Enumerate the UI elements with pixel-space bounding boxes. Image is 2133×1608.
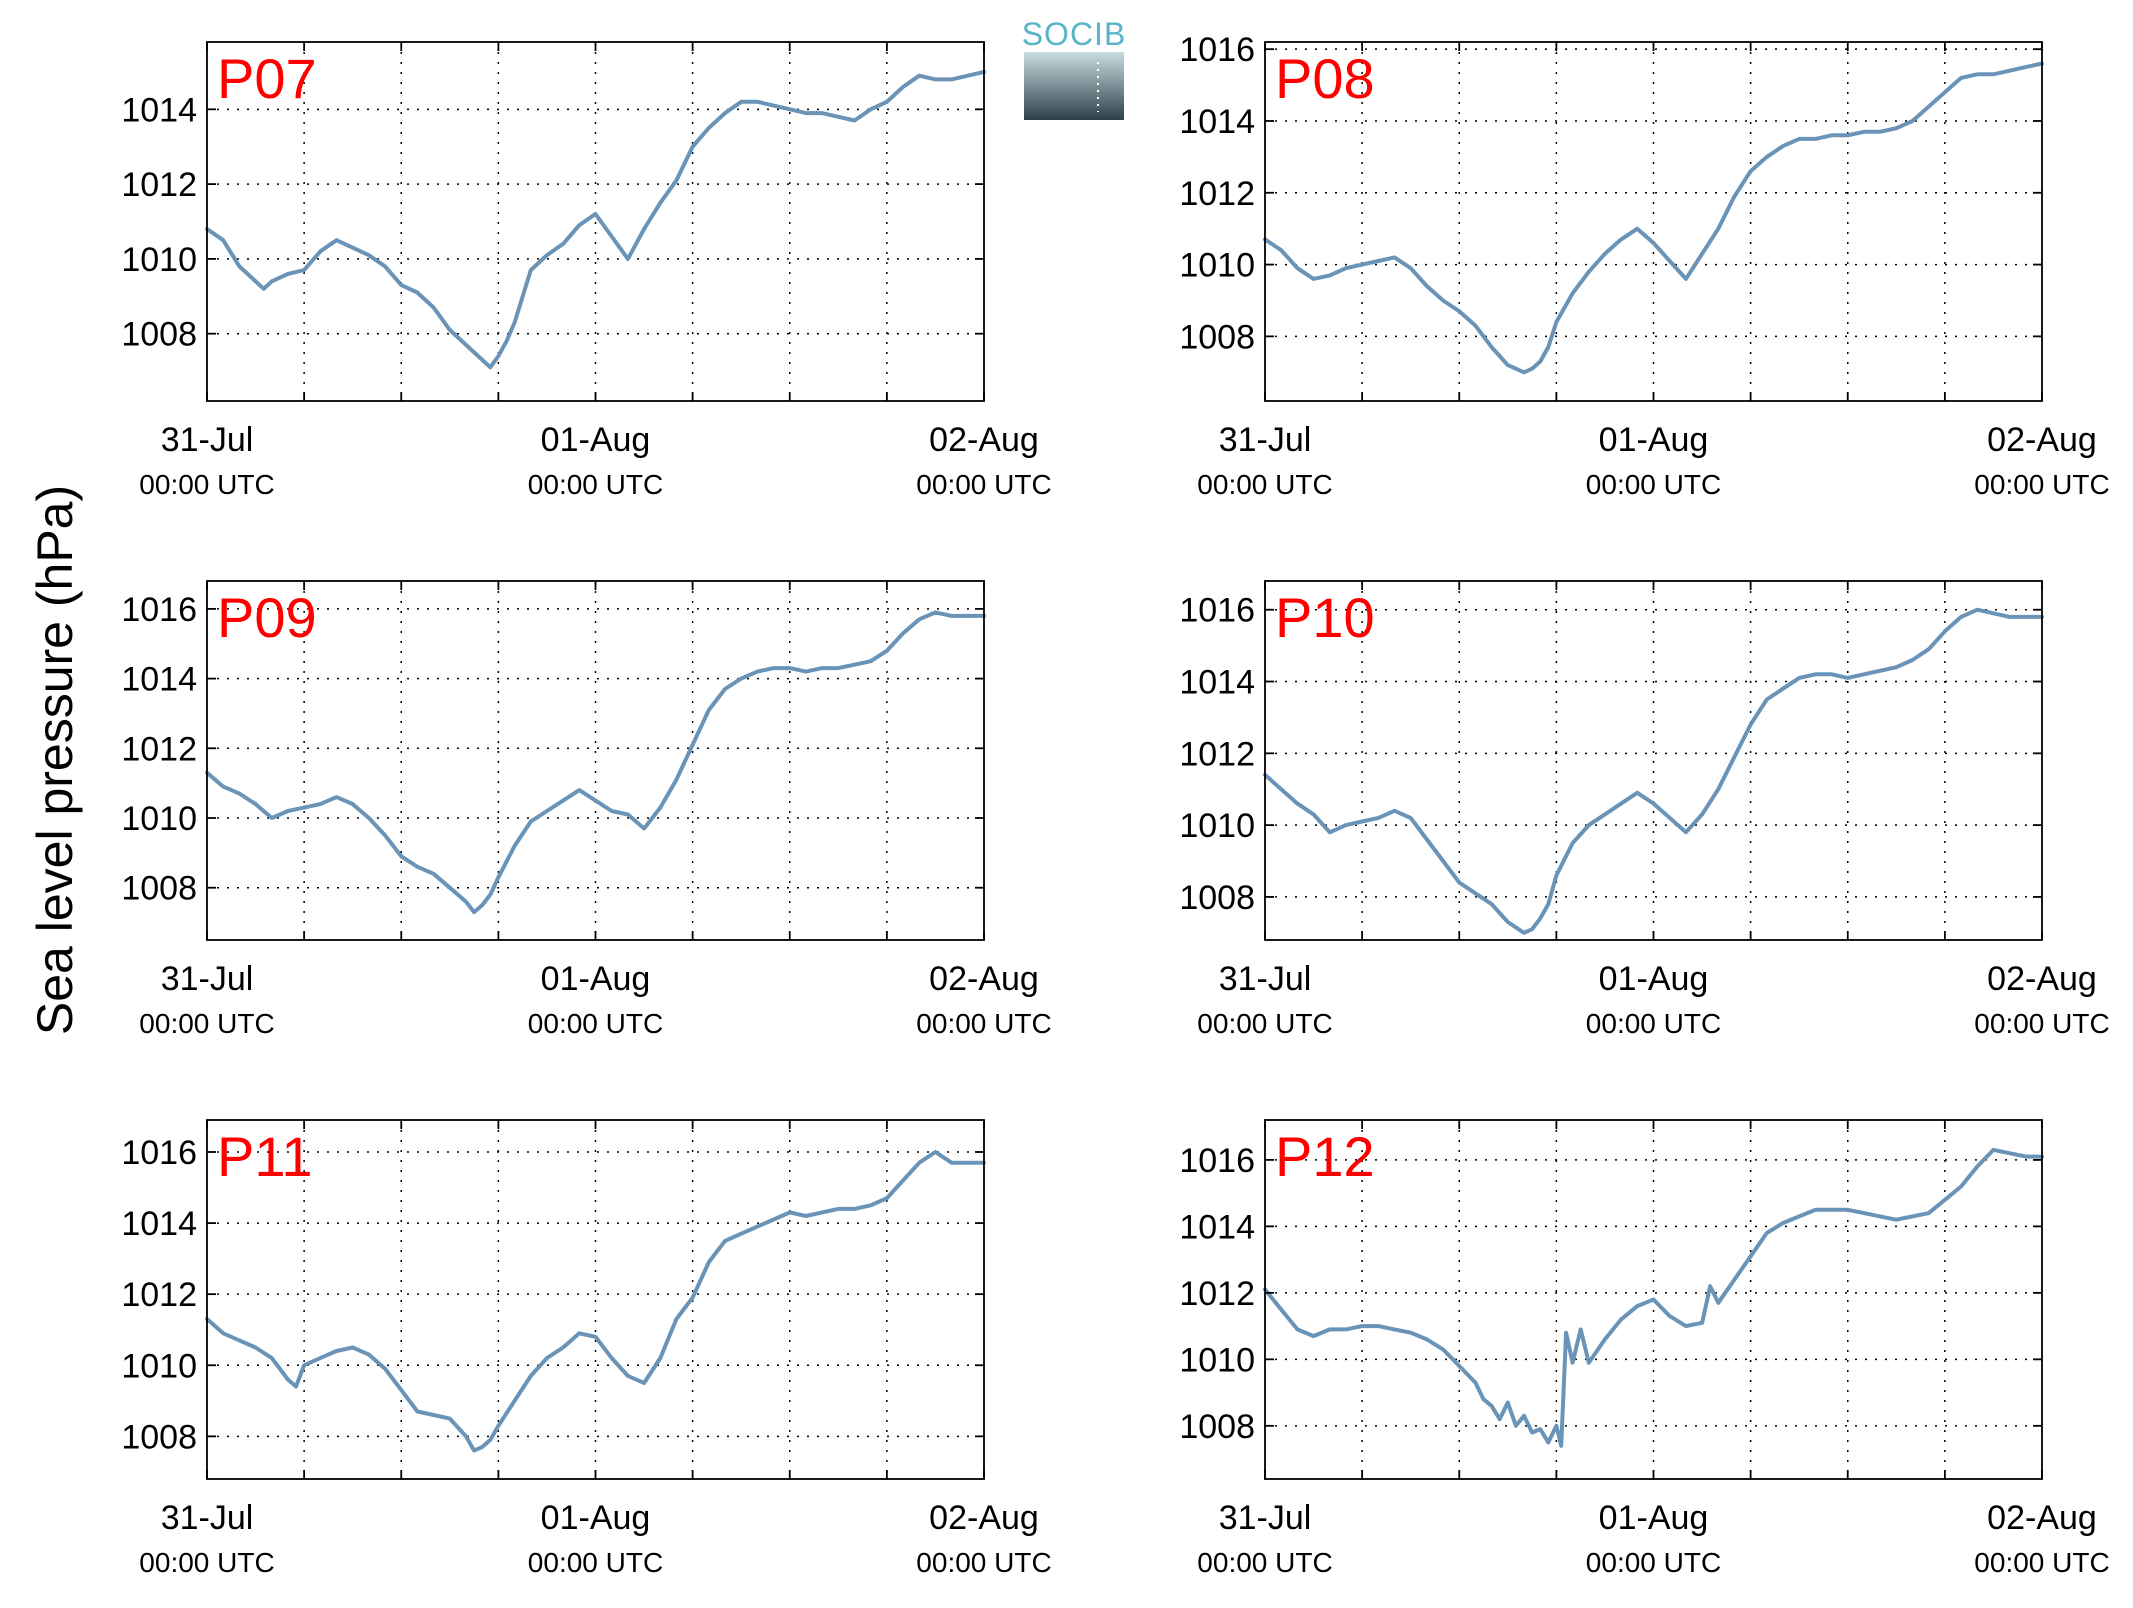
y-tick-label: 1016 <box>1179 1142 1255 1180</box>
x-tick-label-time: 00:00 UTC <box>1197 1547 1332 1578</box>
y-tick-label: 1014 <box>1179 103 1255 141</box>
x-tick-label-time: 00:00 UTC <box>1586 1008 1721 1039</box>
x-tick-label-time: 00:00 UTC <box>528 1008 663 1039</box>
x-tick-label-time: 00:00 UTC <box>1586 1547 1721 1578</box>
x-tick-label-date: 01-Aug <box>541 1499 651 1537</box>
y-tick-label: 1012 <box>121 730 197 768</box>
y-tick-label: 1016 <box>1179 31 1255 69</box>
y-tick-label: 1012 <box>1179 1275 1255 1313</box>
x-tick-label-date: 31-Jul <box>161 1499 254 1537</box>
y-tick-label: 1016 <box>121 591 197 629</box>
y-tick-label: 1010 <box>121 241 197 279</box>
series-line <box>1263 1147 2044 1448</box>
y-tick-label: 1008 <box>1179 318 1255 356</box>
y-tick-label: 1010 <box>1179 807 1255 845</box>
x-tick-label-date: 01-Aug <box>1599 960 1709 998</box>
x-tick-label-time: 00:00 UTC <box>1197 1008 1332 1039</box>
x-tick-label-date: 02-Aug <box>929 421 1039 459</box>
y-tick-label: 1012 <box>121 1276 197 1314</box>
x-tick-label-date: 01-Aug <box>1599 421 1709 459</box>
y-tick-label: 1010 <box>1179 247 1255 285</box>
panel-p07: 1008 1010 1012 1014 31-Jul 00:00 UTC 01-Aug 00:… <box>121 41 1052 500</box>
x-tick-label-date: 31-Jul <box>161 421 254 459</box>
x-tick-label-time: 00:00 UTC <box>139 1547 274 1578</box>
x-tick-label-date: 01-Aug <box>541 960 651 998</box>
x-tick-label-date: 31-Jul <box>161 960 254 998</box>
x-tick-label-date: 01-Aug <box>1599 1499 1709 1537</box>
series-line <box>1263 61 2044 375</box>
x-tick-label-date: 31-Jul <box>1219 960 1312 998</box>
x-tick-label-time: 00:00 UTC <box>139 1008 274 1039</box>
x-tick-label-date: 31-Jul <box>1219 1499 1312 1537</box>
logo-block <box>1024 52 1124 120</box>
x-tick-label-time: 00:00 UTC <box>916 469 1051 500</box>
y-tick-label: 1008 <box>121 1418 197 1456</box>
panel-title: P11 <box>217 1125 312 1188</box>
x-tick-label-time: 00:00 UTC <box>528 1547 663 1578</box>
panel-title: P12 <box>1275 1125 1375 1188</box>
y-tick-label: 1012 <box>1179 735 1255 773</box>
series-line <box>205 610 986 915</box>
x-tick-label-time: 00:00 UTC <box>1197 469 1332 500</box>
x-tick-label-time: 00:00 UTC <box>1586 469 1721 500</box>
x-tick-label-date: 31-Jul <box>1219 421 1312 459</box>
y-tick-label: 1014 <box>1179 664 1255 702</box>
y-tick-label: 1010 <box>121 1347 197 1385</box>
panel-title: P07 <box>217 47 317 110</box>
panel-title: P10 <box>1275 586 1375 649</box>
x-tick-label-time: 00:00 UTC <box>1974 469 2109 500</box>
panel-p09: 1008 1010 1012 1014 1016 31-Jul 00:00 UTC 01-Au… <box>121 580 1052 1039</box>
panel-p11: 1008 1010 1012 1014 1016 31-Jul 00:00 UTC 01-Au… <box>121 1119 1052 1578</box>
y-tick-label: 1016 <box>121 1134 197 1172</box>
y-tick-label: 1014 <box>121 91 197 129</box>
x-tick-label-date: 01-Aug <box>541 421 651 459</box>
y-tick-label: 1008 <box>1179 1408 1255 1446</box>
socib-logo: SOCIB <box>1022 16 1127 120</box>
x-tick-label-date: 02-Aug <box>1987 960 2097 998</box>
x-tick-label-time: 00:00 UTC <box>916 1008 1051 1039</box>
x-tick-label-date: 02-Aug <box>1987 421 2097 459</box>
x-tick-label-time: 00:00 UTC <box>139 469 274 500</box>
y-tick-label: 1008 <box>121 316 197 354</box>
panel-title: P09 <box>217 586 317 649</box>
panel-p08: 1008 1010 1012 1014 1016 31-Jul 00:00 UTC 01-Au… <box>1179 31 2109 500</box>
x-tick-label-date: 02-Aug <box>1987 1499 2097 1537</box>
x-tick-label-date: 02-Aug <box>929 1499 1039 1537</box>
logo-text: SOCIB <box>1022 16 1127 52</box>
y-tick-label: 1016 <box>1179 592 1255 630</box>
x-tick-label-time: 00:00 UTC <box>1974 1547 2109 1578</box>
series-line <box>1263 607 2044 935</box>
y-tick-label: 1008 <box>1179 879 1255 917</box>
panel-title: P08 <box>1275 47 1375 110</box>
series-line <box>205 69 986 370</box>
y-tick-label: 1010 <box>1179 1341 1255 1379</box>
y-axis-label: Sea level pressure (hPa) <box>27 485 83 1035</box>
x-tick-label-time: 00:00 UTC <box>1974 1008 2109 1039</box>
y-tick-label: 1014 <box>121 661 197 699</box>
series-line <box>205 1150 986 1453</box>
y-tick-label: 1012 <box>121 166 197 204</box>
y-tick-label: 1008 <box>121 870 197 908</box>
x-tick-label-date: 02-Aug <box>929 960 1039 998</box>
y-tick-label: 1010 <box>121 800 197 838</box>
panel-p10: 1008 1010 1012 1014 1016 31-Jul 00:00 UTC 01-Au… <box>1179 580 2110 1039</box>
x-tick-label-time: 00:00 UTC <box>916 1547 1051 1578</box>
y-tick-label: 1012 <box>1179 175 1255 213</box>
y-tick-label: 1014 <box>1179 1208 1255 1246</box>
y-tick-label: 1014 <box>121 1205 197 1243</box>
panel-p12: 1008 1010 1012 1014 1016 31-Jul 00:00 UTC 01-Au… <box>1179 1119 2110 1578</box>
x-tick-label-time: 00:00 UTC <box>528 469 663 500</box>
panels: 1008 1010 1012 1014 31-Jul 00:00 UTC 01-Aug 00:… <box>121 31 2109 1578</box>
